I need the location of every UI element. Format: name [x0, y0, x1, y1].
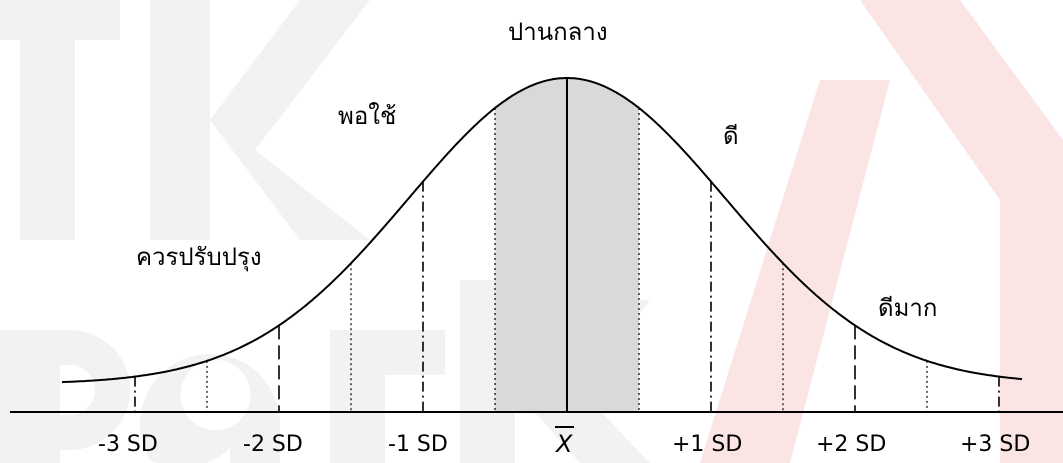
axis-label-minus-2sd: -2 SD: [243, 432, 303, 457]
axis-label-plus-2sd: +2 SD: [816, 432, 887, 457]
region-label-improve: ควรปรับปรุง: [136, 243, 262, 271]
mean-symbol: X: [556, 430, 573, 458]
region-label-very-good: ดีมาก: [878, 294, 938, 322]
axis-label-mean: X: [555, 426, 574, 458]
region-label-fair: พอใช้: [338, 102, 397, 130]
axis-label-minus-3sd: -3 SD: [98, 432, 158, 457]
bell-curve: [61, 77, 1023, 384]
mean-overline: [555, 426, 574, 428]
axis-label-plus-3sd: +3 SD: [960, 432, 1031, 457]
region-label-center: ปานกลาง: [508, 18, 608, 46]
axis-label-plus-1sd: +1 SD: [672, 432, 743, 457]
region-label-good: ดี: [723, 122, 739, 150]
sd-guide-lines: [134, 108, 1000, 412]
axis-label-minus-1sd: -1 SD: [388, 432, 448, 457]
